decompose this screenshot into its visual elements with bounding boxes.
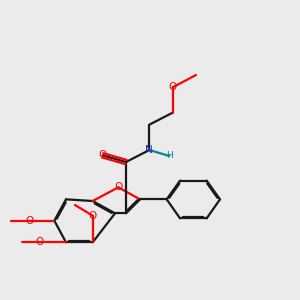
Text: O: O (114, 182, 122, 192)
Text: N: N (146, 145, 153, 155)
Text: O: O (25, 216, 34, 226)
Text: O: O (169, 82, 177, 92)
Text: H: H (166, 152, 173, 160)
Text: O: O (36, 237, 44, 247)
Text: O: O (98, 150, 107, 160)
Text: O: O (88, 211, 97, 221)
